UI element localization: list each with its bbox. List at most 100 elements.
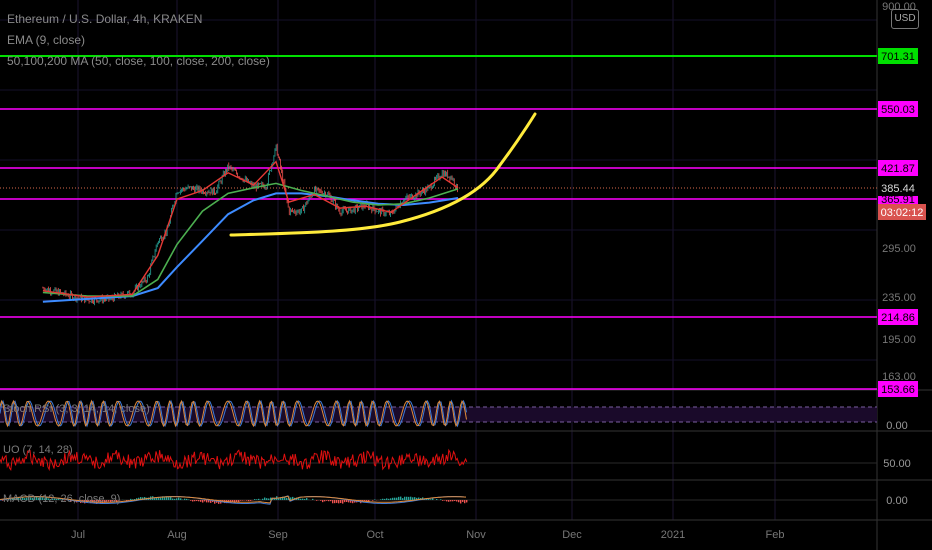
macd-bar xyxy=(462,500,464,502)
level-label-group: 550.03 xyxy=(878,101,918,117)
level-label-box xyxy=(878,48,918,64)
macd-bar xyxy=(334,500,336,504)
macd-bar xyxy=(270,497,272,500)
macd-bar xyxy=(156,497,158,500)
macd-bar xyxy=(48,498,50,500)
macd-bar xyxy=(328,500,330,502)
macd-bar xyxy=(174,498,176,500)
macd-bar xyxy=(204,500,206,502)
countdown-label: 03:02:12 xyxy=(881,207,924,219)
macd-bar xyxy=(102,500,104,504)
macd-bar xyxy=(212,500,214,503)
macd-bar xyxy=(258,498,260,500)
level-label: 214.86 xyxy=(881,312,915,324)
ema-legend: EMA (9, close) xyxy=(7,33,86,47)
macd-bar xyxy=(278,497,280,500)
macd-bar xyxy=(382,498,384,500)
macd-bar xyxy=(366,500,368,502)
level-label-group: 421.87 xyxy=(878,160,918,176)
last-price-label: 385.44 xyxy=(881,183,915,195)
macd-bar xyxy=(158,497,160,500)
last-price-box xyxy=(878,180,918,196)
macd-bar xyxy=(446,500,448,502)
macd-bar xyxy=(136,498,138,500)
macd-label: MACD (12, 26, close, 9) xyxy=(3,493,121,505)
macd-bar xyxy=(364,500,366,502)
macd-bar xyxy=(452,500,454,502)
macd-bar xyxy=(32,497,34,500)
macd-bar xyxy=(58,498,60,500)
macd-bar xyxy=(186,498,188,500)
macd-bar xyxy=(166,496,168,500)
macd-bar xyxy=(214,500,216,504)
macd-bar xyxy=(92,500,94,503)
macd-bar xyxy=(42,497,44,500)
macd-bar xyxy=(284,497,286,500)
macd-bar xyxy=(172,498,174,500)
macd-bar xyxy=(232,500,234,502)
macd-bar xyxy=(392,497,394,500)
x-tick-label: Aug xyxy=(167,529,187,541)
macd-bar xyxy=(88,500,90,502)
macd-bar xyxy=(132,499,134,500)
currency-button[interactable]: USD xyxy=(891,9,919,29)
macd-bar xyxy=(254,499,256,500)
macd-bar xyxy=(326,500,328,501)
macd-bar xyxy=(280,497,282,500)
macd-bar xyxy=(218,500,220,504)
x-tick-label: Jul xyxy=(71,529,85,541)
price-tick-label: 235.00 xyxy=(882,292,916,304)
macd-bar xyxy=(16,497,18,500)
macd-bar xyxy=(304,498,306,500)
macd-bar xyxy=(410,496,412,500)
macd-bar xyxy=(178,497,180,500)
macd-bar xyxy=(330,500,332,502)
macd-bar xyxy=(336,500,338,503)
macd-bar xyxy=(138,497,140,500)
macd-bar xyxy=(134,499,136,500)
macd-bar xyxy=(286,497,288,500)
level-label: 421.87 xyxy=(881,163,915,175)
macd-bar xyxy=(268,498,270,500)
macd-bar xyxy=(348,500,350,503)
macd-bar xyxy=(292,496,294,500)
macd-bar xyxy=(184,498,186,500)
macd-bar xyxy=(256,499,258,500)
macd-bar xyxy=(22,497,24,500)
macd-bar xyxy=(372,500,374,501)
macd-bar xyxy=(54,498,56,500)
macd-bar xyxy=(466,500,468,503)
macd-bar xyxy=(262,498,264,500)
macd-bar xyxy=(440,499,442,500)
macd-bar xyxy=(180,498,182,500)
ma-legend: 50,100,200 MA (50, close, 100, close, 20… xyxy=(7,54,270,68)
macd-bar xyxy=(60,499,62,500)
macd-bar xyxy=(368,500,370,502)
macd-bar xyxy=(140,497,142,500)
macd-bar xyxy=(112,500,114,502)
macd-bar xyxy=(20,498,22,500)
macd-bar xyxy=(380,499,382,500)
price-tick-label: 295.00 xyxy=(882,243,916,255)
macd-bar xyxy=(40,497,42,500)
macd-bar xyxy=(2,500,4,501)
macd-bar xyxy=(110,500,112,503)
macd-bar xyxy=(394,497,396,500)
macd-bar xyxy=(430,499,432,500)
macd-signal-line xyxy=(0,495,467,504)
macd-bar xyxy=(62,498,64,500)
macd-bar xyxy=(164,497,166,500)
macd-bar xyxy=(300,498,302,500)
macd-bar xyxy=(192,500,194,502)
macd-bar xyxy=(250,500,252,501)
level-label-box xyxy=(878,309,918,325)
macd-bar xyxy=(188,499,190,500)
macd-bar xyxy=(240,500,242,501)
macd-bar xyxy=(12,498,14,500)
level-label: 153.66 xyxy=(881,384,915,396)
x-tick-label: 2021 xyxy=(661,529,685,541)
macd-bar xyxy=(274,497,276,500)
macd-bar xyxy=(450,500,452,502)
